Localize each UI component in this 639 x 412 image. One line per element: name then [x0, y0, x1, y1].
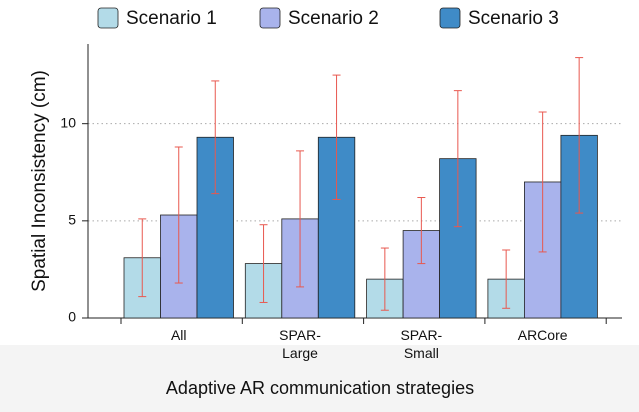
legend-swatch — [439, 7, 461, 29]
y-axis-title: Spatial Inconsistency (cm) — [29, 70, 50, 292]
legend-label: Scenario 3 — [468, 8, 559, 29]
y-tick-label: 5 — [68, 212, 76, 228]
x-tick-label: SPAR-Small — [400, 327, 443, 361]
x-tick-label: All — [170, 327, 187, 343]
error-bar — [575, 57, 584, 214]
legend-label: Scenario 2 — [288, 8, 379, 29]
error-bar — [296, 150, 305, 288]
error-bar — [502, 249, 511, 309]
error-bar — [332, 74, 341, 200]
legend-label: Scenario 1 — [126, 8, 217, 29]
error-bar — [174, 146, 183, 284]
footer-band — [0, 345, 639, 412]
error-bar — [538, 111, 547, 253]
error-bar — [138, 218, 147, 298]
x-tick-label: SPAR-Large — [279, 327, 321, 361]
x-tick-label: ARCore — [517, 327, 568, 343]
y-tick-label: 10 — [60, 114, 76, 130]
error-bar — [259, 224, 268, 303]
error-bar — [380, 247, 389, 311]
x-axis-title: Adaptive AR communication strategies — [166, 378, 474, 398]
error-bar — [453, 90, 462, 228]
error-bar — [417, 197, 426, 265]
legend-swatch — [97, 7, 119, 29]
legend-swatch — [259, 7, 281, 29]
y-tick-label: 0 — [68, 309, 76, 325]
error-bar — [211, 80, 220, 195]
